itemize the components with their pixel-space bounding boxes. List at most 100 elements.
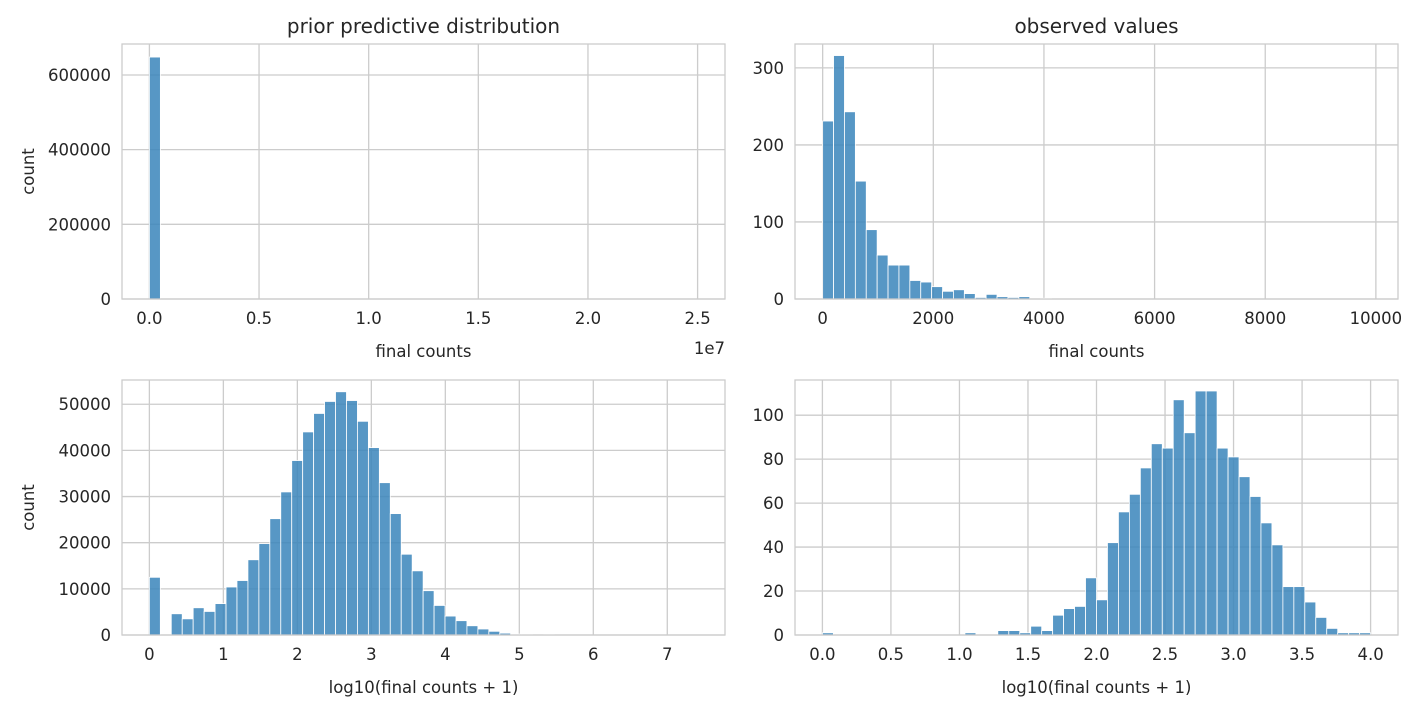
x-tick-label: 8000 — [1244, 309, 1286, 328]
x-tick-label: 0 — [144, 645, 155, 664]
histogram-bar — [1096, 599, 1108, 636]
histogram-bar — [181, 618, 194, 636]
histogram-bar — [1216, 447, 1229, 636]
histogram-bar — [1227, 456, 1240, 636]
histogram-bar — [357, 420, 369, 636]
x-tick-label: 5 — [514, 645, 525, 664]
histogram-bar — [422, 590, 435, 636]
y-tick-label: 60 — [763, 494, 784, 513]
x-tick-label: 1.0 — [946, 645, 972, 664]
histogram-bar — [1139, 467, 1152, 636]
x-axis-label: final counts — [1049, 342, 1145, 361]
x-tick-label: 0.5 — [246, 309, 272, 328]
histogram-bar — [1315, 617, 1328, 636]
histogram-bar — [1249, 496, 1262, 636]
x-tick-label: 1.5 — [1015, 645, 1041, 664]
x-tick-label: 7 — [662, 645, 673, 664]
y-tick-label: 30000 — [59, 488, 112, 507]
prior-predictive-histogram: 0.0 0.5 1.0 1.5 2.0 2.5 0 200000 400000 600000 1e7… — [19, 14, 726, 361]
x-offset-text: 1e7 — [694, 339, 725, 358]
histogram-bar — [997, 630, 1010, 636]
histogram-bar — [1128, 493, 1141, 636]
axes-frame — [794, 379, 1399, 636]
histogram-bar — [865, 229, 878, 300]
axes-frame — [794, 43, 1399, 300]
histogram-bar — [247, 559, 260, 636]
y-tick-label: 200000 — [48, 215, 111, 234]
histogram-bar — [1074, 606, 1086, 636]
histogram-bar — [1271, 544, 1284, 636]
axes-frame — [121, 43, 726, 300]
histogram-bar — [1118, 511, 1130, 636]
x-tick-label: 4 — [440, 645, 451, 664]
histogram-bar — [1030, 625, 1043, 636]
histogram-bar — [844, 111, 856, 300]
histogram-bar — [170, 613, 183, 636]
x-tick-label: 2.5 — [1152, 645, 1178, 664]
histogram-bar — [149, 56, 161, 300]
histogram-bar — [1063, 608, 1075, 636]
x-tick-label: 2000 — [912, 309, 954, 328]
histogram-bar — [302, 431, 315, 636]
x-tick-label: 3.5 — [1289, 645, 1315, 664]
histogram-bar — [236, 580, 249, 636]
x-tick-label: 10000 — [1350, 309, 1403, 328]
y-tick-label: 200 — [753, 136, 785, 155]
histogram-bar — [963, 293, 976, 300]
histogram-bar — [192, 607, 205, 636]
histogram-bar — [203, 611, 216, 636]
histogram-bar — [985, 293, 998, 300]
x-tick-label: 0.0 — [136, 309, 162, 328]
histogram-bar — [876, 254, 889, 300]
histogram-bar — [1293, 586, 1306, 636]
histogram-bar — [411, 570, 424, 636]
histogram-bar — [367, 447, 380, 636]
y-tick-label: 80 — [763, 450, 784, 469]
histogram-bar — [931, 286, 943, 300]
histogram-bar — [455, 620, 468, 636]
histogram-bar — [313, 413, 325, 636]
histogram-bar — [887, 264, 900, 300]
x-tick-label: 1.0 — [356, 309, 382, 328]
histogram-bar — [1161, 447, 1174, 636]
histogram-bar — [477, 628, 490, 636]
x-tick-label: 4.0 — [1357, 645, 1383, 664]
histogram-bar — [1282, 586, 1295, 636]
y-tick-label: 0 — [774, 626, 785, 645]
prior-predictive-log-histogram: 0 1 2 3 4 5 6 7 0 10000 20000 30000 40000 50000 log10(… — [19, 379, 726, 697]
histogram-bar — [942, 290, 954, 300]
histogram-bar — [466, 625, 479, 636]
histogram-bar — [1183, 432, 1196, 636]
y-tick-label: 100 — [753, 406, 785, 425]
histogram-bar — [433, 605, 446, 636]
histogram-bar — [1150, 443, 1163, 636]
histogram-bar — [444, 615, 457, 636]
x-tick-label: 0 — [817, 309, 828, 328]
histogram-bar — [269, 518, 282, 636]
x-axis-label: log10(final counts + 1) — [329, 678, 519, 697]
histogram-bar — [822, 120, 834, 300]
histogram-bar — [148, 576, 161, 636]
x-tick-label: 6 — [588, 645, 599, 664]
histogram-bar — [225, 586, 238, 636]
axes-frame — [121, 379, 726, 636]
observed-values-histogram: 0 2000 4000 6000 8000 10000 0 100 200 300 final co… — [753, 14, 1403, 361]
x-tick-label: 4000 — [1023, 309, 1065, 328]
y-tick-label: 300 — [753, 59, 785, 78]
histogram-bar — [378, 482, 391, 636]
histogram-bar — [920, 281, 933, 300]
x-tick-label: 2.5 — [684, 309, 710, 328]
x-tick-label: 0.0 — [809, 645, 835, 664]
histogram-bar — [1260, 522, 1273, 636]
histogram-bar — [1205, 390, 1218, 636]
histogram-bar — [1304, 601, 1317, 636]
y-tick-label: 40000 — [59, 441, 112, 460]
histogram-bar — [1041, 630, 1054, 636]
x-axis-label: log10(final counts + 1) — [1002, 678, 1192, 697]
x-tick-label: 1.5 — [465, 309, 491, 328]
histogram-bar — [389, 513, 402, 636]
x-tick-label: 2.0 — [575, 309, 601, 328]
histogram-bar — [1107, 542, 1119, 636]
y-tick-label: 20 — [763, 582, 784, 601]
y-tick-label: 40 — [763, 538, 784, 557]
